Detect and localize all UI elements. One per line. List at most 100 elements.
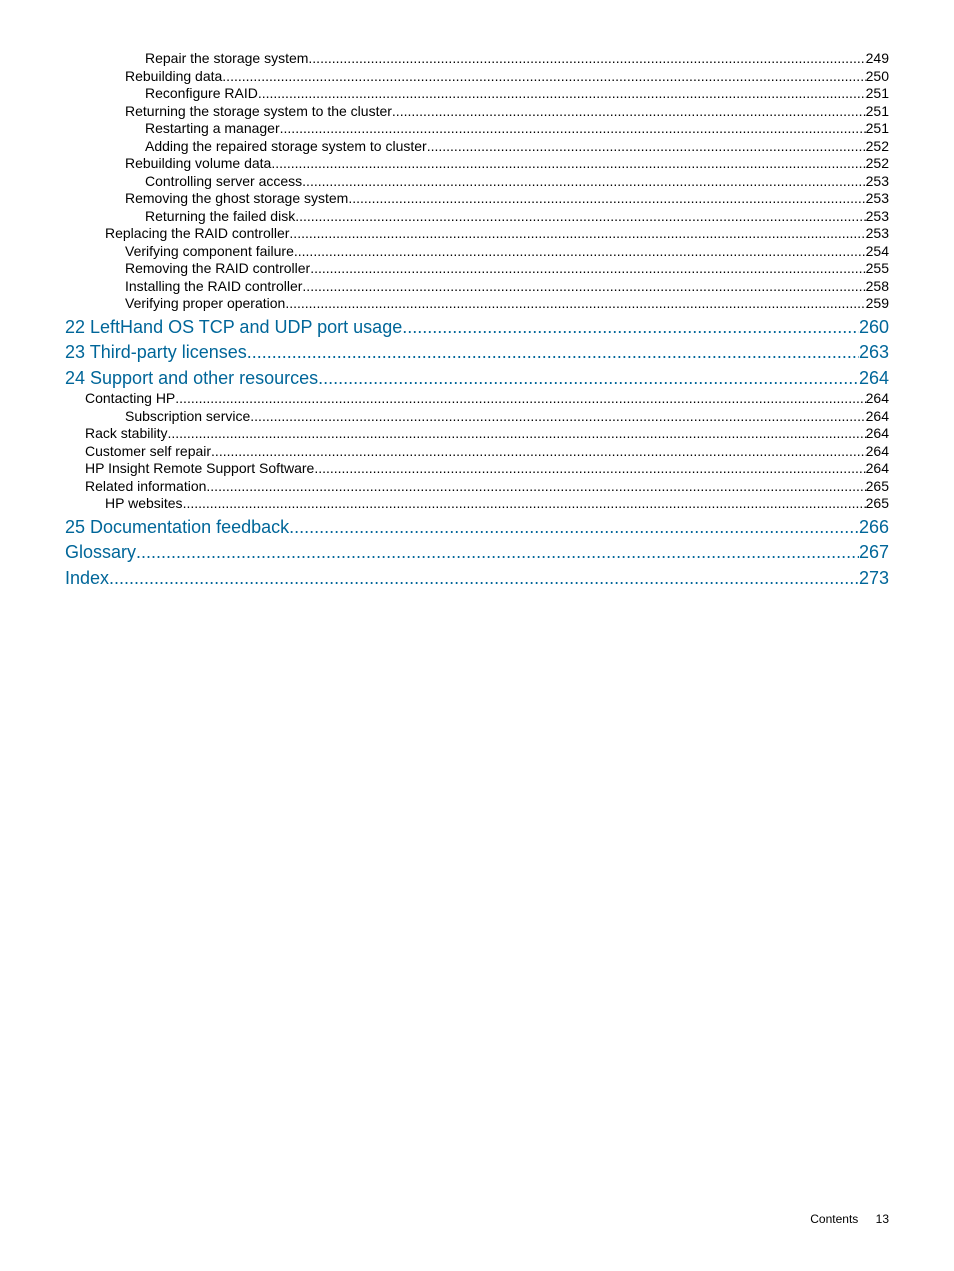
toc-entry[interactable]: Controlling server access253 — [65, 173, 889, 191]
toc-leader-dots — [314, 460, 865, 478]
toc-entry-page: 273 — [859, 567, 889, 590]
toc-leader-dots — [310, 260, 865, 278]
toc-entry-page: 252 — [866, 138, 889, 156]
toc-entry-page: 251 — [866, 103, 889, 121]
toc-entry[interactable]: Rack stability 264 — [65, 425, 889, 443]
toc-leader-dots — [222, 68, 865, 86]
toc-entry-label: Rebuilding volume data — [125, 155, 271, 173]
toc-leader-dots — [302, 278, 865, 296]
toc-leader-dots — [271, 155, 865, 173]
toc-entry-page: 260 — [859, 316, 889, 339]
toc-entry[interactable]: Adding the repaired storage system to cl… — [65, 138, 889, 156]
toc-entry-label: Controlling server access — [145, 173, 302, 191]
toc-entry-page: 263 — [859, 341, 889, 364]
toc-entry-label: Returning the storage system to the clus… — [125, 103, 392, 121]
toc-entry[interactable]: HP websites 265 — [65, 495, 889, 513]
toc-leader-dots — [402, 316, 859, 339]
toc-entry-label: Reconfigure RAID — [145, 85, 258, 103]
toc-entry[interactable]: Returning the failed disk 253 — [65, 208, 889, 226]
toc-entry-label: Customer self repair — [85, 443, 211, 461]
toc-leader-dots — [280, 120, 866, 138]
footer-page-number: 13 — [876, 1212, 889, 1226]
toc-entry-label: Adding the repaired storage system to cl… — [145, 138, 427, 156]
toc-entry-label: Glossary — [65, 541, 136, 564]
toc-entry[interactable]: Customer self repair 264 — [65, 443, 889, 461]
toc-entry-label: Repair the storage system — [145, 50, 308, 68]
toc-entry-page: 258 — [866, 278, 889, 296]
toc-entry[interactable]: Related information 265 — [65, 478, 889, 496]
toc-leader-dots — [285, 295, 865, 313]
toc-entry[interactable]: Returning the storage system to the clus… — [65, 103, 889, 121]
toc-entry[interactable]: Rebuilding volume data 252 — [65, 155, 889, 173]
toc-entry[interactable]: Replacing the RAID controller 253 — [65, 225, 889, 243]
toc-entry-page: 251 — [866, 120, 889, 138]
toc-leader-dots — [302, 173, 865, 191]
toc-entry[interactable]: HP Insight Remote Support Software 264 — [65, 460, 889, 478]
toc-leader-dots — [392, 103, 866, 121]
page-container: Repair the storage system249Rebuilding d… — [0, 0, 954, 1271]
toc-entry-page: 251 — [866, 85, 889, 103]
toc-entry-label: 22 LeftHand OS TCP and UDP port usage — [65, 316, 402, 339]
toc-entry-page: 264 — [866, 460, 889, 478]
toc-entry[interactable]: Subscription service 264 — [65, 408, 889, 426]
toc-entry[interactable]: Removing the ghost storage system253 — [65, 190, 889, 208]
footer-section-label: Contents — [810, 1212, 858, 1226]
toc-leader-dots — [206, 478, 865, 496]
toc-leader-dots — [175, 390, 865, 408]
toc-entry-page: 250 — [866, 68, 889, 86]
toc-entry[interactable]: 24 Support and other resources264 — [65, 367, 889, 390]
toc-entry-page: 253 — [866, 208, 889, 226]
toc-leader-dots — [211, 443, 866, 461]
toc-entry[interactable]: Verifying component failure254 — [65, 243, 889, 261]
toc-entry-page: 252 — [866, 155, 889, 173]
toc-entry-label: Related information — [85, 478, 206, 496]
toc-entry[interactable]: Index 273 — [65, 567, 889, 590]
toc-entry[interactable]: Installing the RAID controller 258 — [65, 278, 889, 296]
toc-leader-dots — [308, 50, 865, 68]
toc-entry[interactable]: Glossary 267 — [65, 541, 889, 564]
toc-entry-page: 264 — [866, 408, 889, 426]
toc-entry-page: 264 — [866, 443, 889, 461]
toc-entry-label: Rack stability — [85, 425, 167, 443]
toc-leader-dots — [295, 208, 865, 226]
toc-entry-label: Index — [65, 567, 109, 590]
toc-entry[interactable]: Restarting a manager 251 — [65, 120, 889, 138]
toc-entry-label: Removing the RAID controller — [125, 260, 310, 278]
toc-entry[interactable]: Repair the storage system 249 — [65, 50, 889, 68]
toc-entry-page: 264 — [866, 425, 889, 443]
toc-leader-dots — [258, 85, 866, 103]
toc-entry-label: HP websites — [105, 495, 183, 513]
toc-entry-label: Verifying proper operation — [125, 295, 285, 313]
toc-entry-label: Restarting a manager — [145, 120, 280, 138]
toc-entry-label: Installing the RAID controller — [125, 278, 302, 296]
toc-entry-label: HP Insight Remote Support Software — [85, 460, 314, 478]
toc-entry-page: 265 — [866, 495, 889, 513]
toc-entry-page: 267 — [859, 541, 889, 564]
toc-entry[interactable]: Contacting HP264 — [65, 390, 889, 408]
toc-leader-dots — [109, 567, 859, 590]
toc-entry-label: Subscription service — [125, 408, 250, 426]
toc-leader-dots — [247, 341, 859, 364]
toc-leader-dots — [289, 516, 859, 539]
toc-entry-label: 25 Documentation feedback — [65, 516, 289, 539]
toc-entry[interactable]: 22 LeftHand OS TCP and UDP port usage 260 — [65, 316, 889, 339]
toc-leader-dots — [294, 243, 866, 261]
toc-leader-dots — [289, 225, 865, 243]
toc-entry[interactable]: Rebuilding data 250 — [65, 68, 889, 86]
toc-entry-page: 249 — [866, 50, 889, 68]
toc-entry[interactable]: Verifying proper operation259 — [65, 295, 889, 313]
toc-entry-page: 265 — [866, 478, 889, 496]
toc-leader-dots — [348, 190, 865, 208]
toc-entry-label: Replacing the RAID controller — [105, 225, 289, 243]
toc-leader-dots — [427, 138, 866, 156]
toc-entry[interactable]: 25 Documentation feedback266 — [65, 516, 889, 539]
toc-leader-dots — [318, 367, 859, 390]
toc-entry-label: Rebuilding data — [125, 68, 222, 86]
toc-entry[interactable]: Removing the RAID controller255 — [65, 260, 889, 278]
toc-leader-dots — [167, 425, 865, 443]
toc-entry-page: 253 — [866, 225, 889, 243]
toc-entry[interactable]: 23 Third-party licenses263 — [65, 341, 889, 364]
table-of-contents: Repair the storage system249Rebuilding d… — [65, 50, 889, 589]
toc-entry-label: Returning the failed disk — [145, 208, 295, 226]
toc-entry[interactable]: Reconfigure RAID 251 — [65, 85, 889, 103]
